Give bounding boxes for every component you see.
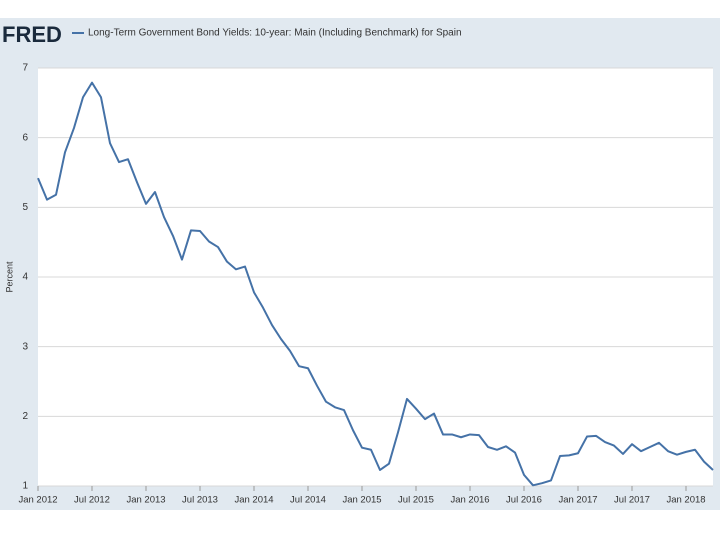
x-tick-label: Jan 2012 bbox=[18, 495, 57, 506]
x-tick-label: Jan 2016 bbox=[450, 495, 489, 506]
y-tick-label: 6 bbox=[22, 132, 28, 143]
y-tick-label: 5 bbox=[22, 202, 28, 213]
y-axis-label: Percent bbox=[4, 261, 14, 293]
x-tick-label: Jan 2017 bbox=[558, 495, 597, 506]
x-tick-label: Jul 2017 bbox=[614, 495, 650, 506]
x-tick-label: Jan 2014 bbox=[234, 495, 273, 506]
x-tick-label: Jan 2013 bbox=[126, 495, 165, 506]
x-tick-label: Jul 2014 bbox=[290, 495, 326, 506]
x-tick-label: Jan 2018 bbox=[666, 495, 705, 506]
legend-entry: Long-Term Government Bond Yields: 10-yea… bbox=[88, 28, 462, 39]
y-tick-label: 3 bbox=[22, 341, 28, 352]
series-line bbox=[37, 81, 714, 487]
x-tick-label: Jul 2012 bbox=[74, 495, 110, 506]
x-tick-label: Jul 2013 bbox=[182, 495, 218, 506]
y-tick-label: 4 bbox=[22, 272, 28, 283]
x-tick-label: Jan 2015 bbox=[342, 495, 381, 506]
y-tick-label: 2 bbox=[22, 411, 28, 422]
y-tick-label: 7 bbox=[22, 63, 28, 74]
y-tick-label: 1 bbox=[22, 481, 28, 492]
logo: FRED bbox=[2, 22, 62, 47]
x-tick-label: Jul 2015 bbox=[398, 495, 434, 506]
x-tick-label: Jul 2016 bbox=[506, 495, 542, 506]
